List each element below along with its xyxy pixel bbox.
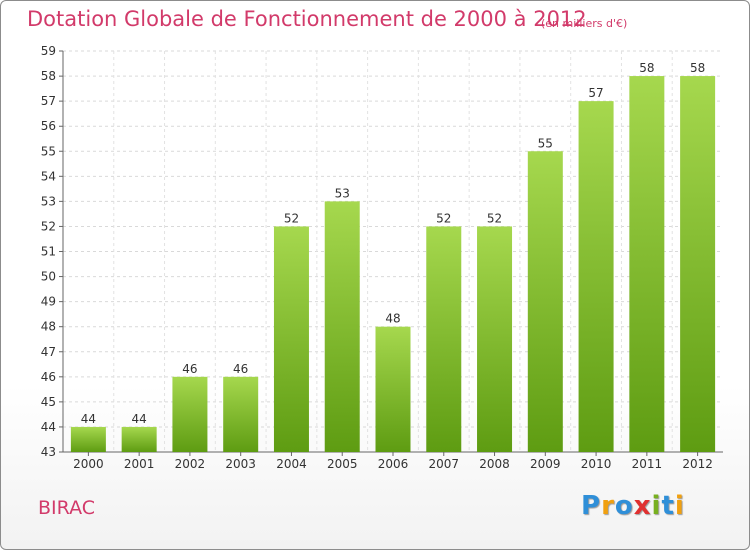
chart-title: Dotation Globale de Fonctionnement de 20… <box>27 7 587 31</box>
y-tick-label: 50 <box>41 270 56 284</box>
x-tick-label-2009: 2009 <box>530 457 561 471</box>
chart-subtitle: (en milliers d'€) <box>541 17 628 30</box>
y-tick-label: 52 <box>41 219 56 233</box>
y-tick-label: 46 <box>41 370 56 384</box>
x-tick-label-2004: 2004 <box>276 457 307 471</box>
logo-letter: i <box>651 491 662 521</box>
commune-name: BIRAC <box>38 497 95 519</box>
y-tick-label: 53 <box>41 194 56 208</box>
value-label-2008: 52 <box>487 211 502 225</box>
y-tick-label: 54 <box>41 169 56 183</box>
x-tick-label-2006: 2006 <box>378 457 409 471</box>
value-label-2001: 44 <box>132 412 147 426</box>
x-tick-label-2008: 2008 <box>479 457 510 471</box>
y-tick-label: 44 <box>41 420 56 434</box>
x-tick-label-2012: 2012 <box>682 457 713 471</box>
bar-2009 <box>527 151 563 452</box>
y-tick-label: 48 <box>41 320 56 334</box>
proxiti-logo[interactable]: Proxiti <box>581 491 685 521</box>
x-tick-label-2010: 2010 <box>581 457 612 471</box>
bar-2001 <box>121 426 157 452</box>
bar-2010 <box>578 101 614 452</box>
value-label-2010: 57 <box>588 86 603 100</box>
y-tick-label: 45 <box>41 395 56 409</box>
y-tick-label: 47 <box>41 345 56 359</box>
y-tick-label: 51 <box>41 245 56 259</box>
y-tick-label: 56 <box>41 119 56 133</box>
bar-2004 <box>273 226 309 452</box>
logo-letter: r <box>601 491 615 521</box>
value-label-2000: 44 <box>81 412 96 426</box>
labels: 43 44 45 46 47 48 49 50 51 52 53 54 55 56 57 58 59 44 2000… <box>41 44 713 471</box>
value-label-2003: 46 <box>233 362 248 376</box>
bar-2000 <box>70 426 106 452</box>
value-label-2002: 46 <box>182 362 197 376</box>
bar-2012 <box>680 76 716 452</box>
logo-letter: i <box>674 491 685 521</box>
x-tick-label-2002: 2002 <box>175 457 206 471</box>
value-label-2005: 53 <box>335 186 350 200</box>
bar-2011 <box>629 76 665 452</box>
bar-2007 <box>426 226 462 452</box>
bar-2003 <box>223 376 259 452</box>
x-tick-label-2000: 2000 <box>73 457 104 471</box>
bar-2006 <box>375 326 411 452</box>
x-tick-label-2001: 2001 <box>124 457 155 471</box>
x-tick-label-2011: 2011 <box>632 457 663 471</box>
bars <box>70 76 716 452</box>
logo-letter: P <box>581 491 602 521</box>
value-label-2009: 55 <box>538 136 553 150</box>
y-tick-label: 57 <box>41 94 56 108</box>
x-tick-label-2003: 2003 <box>225 457 256 471</box>
y-tick-label: 58 <box>41 69 56 83</box>
value-label-2007: 52 <box>436 211 451 225</box>
y-tick-label: 59 <box>41 44 56 58</box>
value-label-2011: 58 <box>639 61 654 75</box>
y-tick-label: 43 <box>41 445 56 459</box>
x-tick-label-2005: 2005 <box>327 457 358 471</box>
bar-2008 <box>477 226 513 452</box>
logo-letter: x <box>633 491 652 521</box>
bar-2002 <box>172 376 208 452</box>
x-tick-label-2007: 2007 <box>428 457 459 471</box>
y-tick-label: 49 <box>41 295 56 309</box>
bar-2005 <box>324 201 360 452</box>
logo-letter: o <box>614 491 634 521</box>
logo-letter: t <box>661 491 675 521</box>
value-label-2012: 58 <box>690 61 705 75</box>
value-label-2004: 52 <box>284 211 299 225</box>
y-tick-label: 55 <box>41 144 56 158</box>
value-label-2006: 48 <box>385 312 400 326</box>
